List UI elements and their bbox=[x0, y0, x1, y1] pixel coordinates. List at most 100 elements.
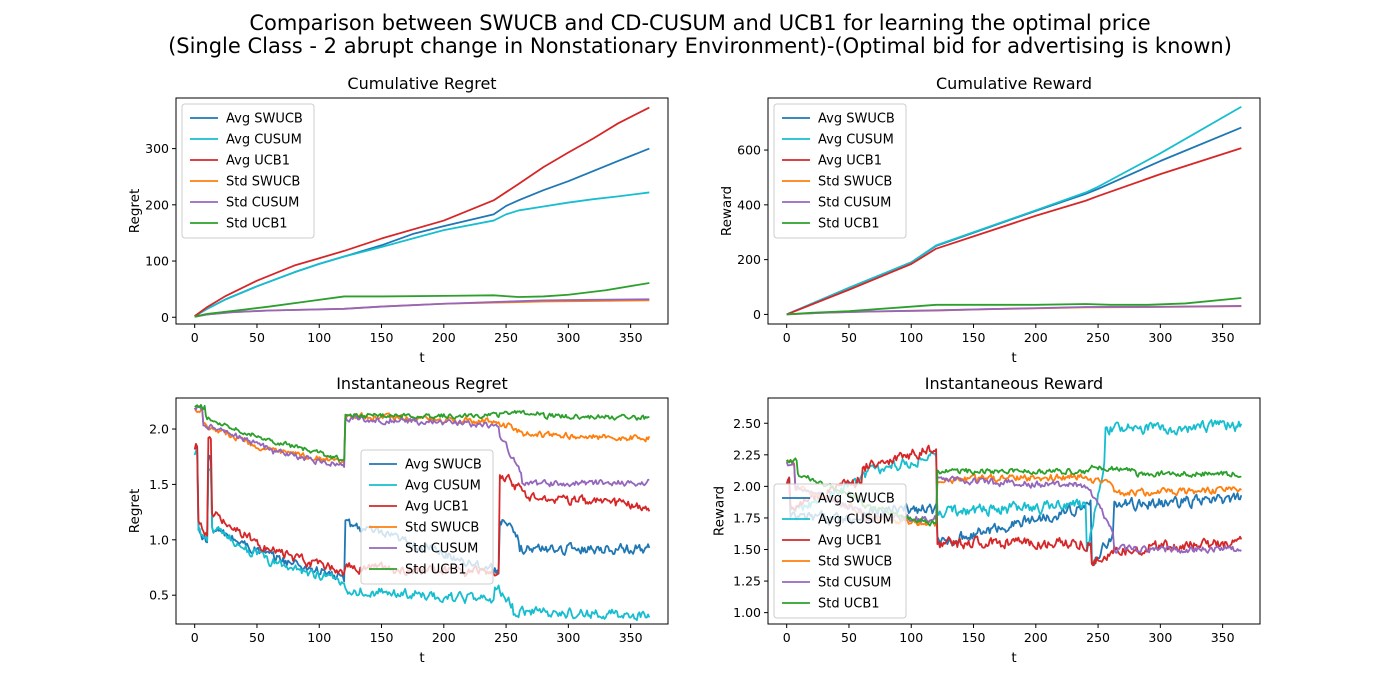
legend-label-std-ucb1: Std UCB1 bbox=[818, 217, 880, 232]
y-axis-label: Reward bbox=[719, 186, 735, 236]
chart-title: Cumulative Regret bbox=[347, 74, 496, 93]
y-tick-label: 400 bbox=[737, 197, 761, 212]
legend-label-avg-swucb: Avg SWUCB bbox=[818, 492, 895, 507]
y-tick-label: 200 bbox=[737, 252, 761, 267]
x-tick-label: 350 bbox=[619, 330, 643, 345]
y-axis-label: Reward bbox=[712, 486, 728, 536]
x-tick-label: 200 bbox=[1024, 630, 1048, 645]
legend-label-std-cusum: Std CUSUM bbox=[818, 196, 891, 211]
x-tick-label: 0 bbox=[783, 330, 791, 345]
cumulative-regret-chart: Cumulative Regret 0 50 100 150 200 250 300 350 0 1… bbox=[127, 74, 669, 366]
y-tick-label: 600 bbox=[737, 143, 761, 158]
axes-frame bbox=[767, 397, 1261, 625]
legend-box bbox=[360, 449, 494, 585]
y-tick-label: 0 bbox=[161, 310, 169, 325]
x-axis-label: t bbox=[1011, 650, 1016, 666]
legend-box bbox=[773, 483, 907, 619]
x-tick-label: 100 bbox=[899, 330, 923, 345]
cumulative-reward-chart: Cumulative Reward 0 50 100 150 200 250 300 350 0 2… bbox=[719, 74, 1261, 366]
y-tick-label: 2.00 bbox=[733, 479, 761, 494]
instantaneous-reward-chart: Instantaneous Reward 0 50 100 150 200 250 300 35… bbox=[712, 374, 1261, 666]
x-tick-label: 150 bbox=[370, 330, 394, 345]
plot-area bbox=[194, 106, 650, 318]
series-line-avg-ucb1 bbox=[194, 106, 650, 317]
legend-label-std-ucb1: Std UCB1 bbox=[405, 563, 467, 578]
x-axis-label: t bbox=[419, 650, 424, 666]
chart-title: Cumulative Reward bbox=[936, 74, 1092, 93]
x-tick-label: 200 bbox=[432, 630, 456, 645]
x-tick-label: 100 bbox=[307, 630, 331, 645]
axes-frame bbox=[175, 397, 669, 625]
x-tick-label: 300 bbox=[1148, 330, 1172, 345]
x-axis-label: t bbox=[1011, 350, 1016, 366]
legend: Avg SWUCB Avg CUSUM Avg UCB1 Std SWUCB Std C… bbox=[181, 103, 315, 239]
legend: Avg SWUCB Avg CUSUM Avg UCB1 Std SWUCB Std C… bbox=[773, 103, 907, 239]
legend-label-avg-swucb: Avg SWUCB bbox=[818, 112, 895, 127]
x-tick-label: 0 bbox=[191, 630, 199, 645]
x-tick-label: 300 bbox=[556, 630, 580, 645]
y-tick-label: 1.5 bbox=[149, 477, 169, 492]
legend: Avg SWUCB Avg CUSUM Avg UCB1 Std SWUCB Std C… bbox=[360, 449, 494, 585]
x-tick-label: 350 bbox=[619, 630, 643, 645]
legend-label-std-ucb1: Std UCB1 bbox=[226, 217, 288, 232]
y-tick-label: 2.50 bbox=[733, 416, 761, 431]
x-tick-label: 100 bbox=[899, 630, 923, 645]
y-tick-label: 300 bbox=[145, 141, 169, 156]
legend-label-avg-cusum: Avg CUSUM bbox=[818, 513, 894, 528]
legend-label-avg-cusum: Avg CUSUM bbox=[405, 479, 481, 494]
x-tick-label: 250 bbox=[494, 330, 518, 345]
x-tick-label: 200 bbox=[1024, 330, 1048, 345]
y-axis-label: Regret bbox=[127, 489, 143, 534]
legend-label-std-cusum: Std CUSUM bbox=[226, 196, 299, 211]
x-tick-label: 0 bbox=[783, 630, 791, 645]
legend-label-std-ucb1: Std UCB1 bbox=[818, 597, 880, 612]
legend-label-std-cusum: Std CUSUM bbox=[818, 576, 891, 591]
y-tick-label: 1.75 bbox=[733, 510, 761, 525]
series-line-avg-ucb1 bbox=[786, 147, 1242, 316]
x-tick-label: 150 bbox=[962, 630, 986, 645]
x-tick-label: 150 bbox=[370, 630, 394, 645]
x-tick-label: 350 bbox=[1211, 630, 1235, 645]
y-tick-label: 0.5 bbox=[149, 588, 169, 603]
legend: Avg SWUCB Avg CUSUM Avg UCB1 Std SWUCB Std C… bbox=[773, 483, 907, 619]
instantaneous-regret-chart: Instantaneous Regret 0 50 100 150 200 250 300 35… bbox=[127, 374, 669, 666]
series-line-avg-ucb1 bbox=[785, 444, 1243, 567]
x-axis-label: t bbox=[419, 350, 424, 366]
legend-box bbox=[773, 103, 907, 239]
x-tick-label: 150 bbox=[962, 330, 986, 345]
y-tick-label: 2.0 bbox=[149, 422, 169, 437]
figure-title-line-2: (Single Class - 2 abrupt change in Nonst… bbox=[168, 34, 1232, 58]
legend-label-avg-ucb1: Avg UCB1 bbox=[818, 534, 882, 549]
x-tick-label: 250 bbox=[1086, 630, 1110, 645]
series-line-std-cusum bbox=[194, 298, 650, 318]
legend-label-avg-swucb: Avg SWUCB bbox=[405, 458, 482, 473]
y-tick-label: 100 bbox=[145, 254, 169, 269]
chart-title: Instantaneous Regret bbox=[336, 374, 508, 393]
x-tick-label: 50 bbox=[841, 630, 857, 645]
legend-box bbox=[181, 103, 315, 239]
y-tick-label: 1.25 bbox=[733, 574, 761, 589]
chart-title: Instantaneous Reward bbox=[925, 374, 1103, 393]
x-tick-label: 300 bbox=[1148, 630, 1172, 645]
figure-title-line-1: Comparison between SWUCB and CD-CUSUM an… bbox=[249, 11, 1150, 35]
x-tick-label: 0 bbox=[191, 330, 199, 345]
x-tick-label: 50 bbox=[841, 330, 857, 345]
legend-label-avg-cusum: Avg CUSUM bbox=[226, 133, 302, 148]
x-tick-label: 50 bbox=[249, 630, 265, 645]
legend-label-avg-ucb1: Avg UCB1 bbox=[226, 154, 290, 169]
y-tick-label: 1.0 bbox=[149, 532, 169, 547]
axes-frame bbox=[767, 97, 1261, 325]
x-tick-label: 250 bbox=[494, 630, 518, 645]
plot-area bbox=[786, 105, 1242, 316]
legend-label-avg-swucb: Avg SWUCB bbox=[226, 112, 303, 127]
y-axis-label: Regret bbox=[127, 189, 143, 234]
x-tick-label: 50 bbox=[249, 330, 265, 345]
legend-label-std-swucb: Std SWUCB bbox=[818, 555, 892, 570]
y-tick-label: 1.50 bbox=[733, 542, 761, 557]
legend-label-std-swucb: Std SWUCB bbox=[405, 521, 479, 536]
legend-label-std-cusum: Std CUSUM bbox=[405, 542, 478, 557]
legend-label-avg-ucb1: Avg UCB1 bbox=[405, 500, 469, 515]
legend-label-std-swucb: Std SWUCB bbox=[226, 175, 300, 190]
x-tick-label: 250 bbox=[1086, 330, 1110, 345]
